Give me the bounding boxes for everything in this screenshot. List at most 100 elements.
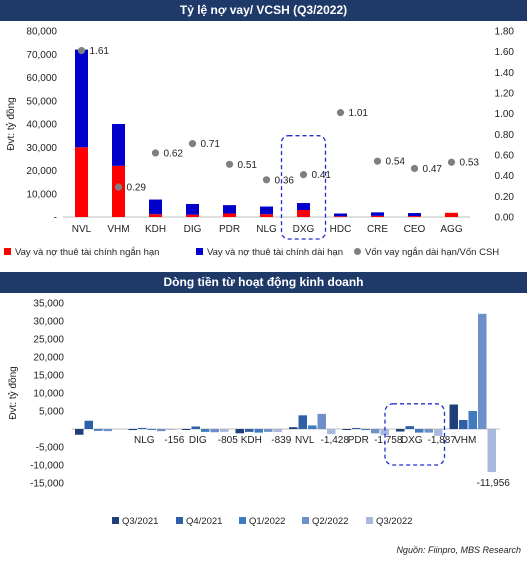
- y-right-tick-label: 0.20: [495, 192, 515, 203]
- bar-q4-2021-kdh: [245, 429, 254, 432]
- bar-q2-2022-pdr: [371, 429, 380, 434]
- bar-q1-2022-nlg: [147, 429, 156, 430]
- bar-q1-2022-pdr: [361, 429, 370, 431]
- y-axis-label: Đvt: tỷ đồng: [7, 366, 19, 419]
- ratio-dot-nvl: [77, 47, 86, 55]
- bar-q3-2022-dxg: [434, 429, 443, 436]
- bar-q3-2021-dxg: [396, 429, 405, 432]
- bar-short-term-agg: [445, 212, 458, 217]
- ratio-data-label: 0.53: [460, 158, 480, 169]
- source-note: Nguồn: Fiinpro, MBS Research: [396, 545, 521, 555]
- q3-2022-data-label: -156: [164, 435, 184, 446]
- legend-label: Q2/2022: [312, 516, 348, 527]
- legend-marker-0: [112, 517, 119, 524]
- bar-q1-2022-nvl: [94, 429, 103, 431]
- q3-2022-data-label: -1,887: [428, 435, 457, 446]
- ratio-dot-kdh: [151, 149, 160, 157]
- y-right-tick-label: 1.80: [495, 27, 515, 38]
- bar-q3-2022-dig: [220, 429, 229, 432]
- y-right-tick-label: 0.00: [495, 213, 515, 224]
- ratio-data-label: 0.36: [275, 175, 295, 186]
- y-right-tick-label: 0.80: [495, 130, 515, 141]
- y-left-tick-label: 10,000: [26, 189, 57, 200]
- legend-marker-0: [4, 248, 11, 255]
- legend-label: Q3/2021: [122, 516, 158, 527]
- legend-marker-1: [176, 517, 183, 524]
- bar-q3-2022-nlg: [166, 429, 175, 430]
- bar-q3-2021-nlg: [128, 429, 137, 431]
- chart1-debt-ratio: - 10,000 20,000 30,000 40,000 50,000 60,000 70,…: [4, 27, 515, 258]
- bar-long-term-vhm: [112, 124, 125, 166]
- x-tick-label: DXG: [401, 435, 423, 446]
- bar-long-term-hdc: [334, 213, 347, 217]
- bar-q4-2021-vhm: [459, 420, 468, 429]
- bar-short-term-kdh: [149, 214, 162, 217]
- ratio-data-label: 0.51: [238, 160, 258, 171]
- bar-q3-2022-nvl: [327, 429, 336, 435]
- y-right-tick-label: 1.00: [495, 109, 515, 120]
- legend-label: Q3/2022: [376, 516, 412, 527]
- ratio-data-label: 1.61: [90, 46, 110, 57]
- bar-q1-2022-kdh: [254, 429, 263, 433]
- ratio-dot-cre: [373, 157, 382, 165]
- ratio-data-label: 0.71: [201, 139, 221, 150]
- bar-q3-2021-nvl: [289, 427, 298, 429]
- x-tick-label: DIG: [184, 224, 202, 235]
- y-tick-label: 15,000: [33, 371, 64, 382]
- bar-short-term-nvl: [75, 147, 88, 217]
- legend-marker-3: [302, 517, 309, 524]
- q3-2022-data-label: -1,758: [374, 435, 403, 446]
- y-left-tick-label: 40,000: [26, 120, 57, 131]
- ratio-data-label: 0.62: [164, 148, 184, 159]
- bar-q3-2021-pdr: [342, 429, 351, 430]
- y-tick-label: 10,000: [33, 389, 64, 400]
- ratio-data-label: 0.47: [423, 164, 443, 175]
- x-tick-label: AGG: [440, 224, 462, 235]
- bar-q3-2021-nvl: [75, 429, 84, 435]
- y-tick-label: -10,000: [30, 461, 64, 472]
- bar-q2-2022-dxg: [424, 429, 433, 433]
- bar-q4-2021-nlg: [138, 427, 147, 429]
- bar-q2-2022-dig: [210, 429, 219, 433]
- bar-q3-2021-vhm: [449, 404, 458, 429]
- bar-long-term-ceo: [408, 213, 421, 217]
- bar-long-term-pdr: [223, 205, 236, 214]
- y-left-tick-label: 30,000: [26, 143, 57, 154]
- y-left-tick-label: 80,000: [26, 27, 57, 38]
- y-tick-label: 20,000: [33, 353, 64, 364]
- ratio-dot-dxg: [299, 171, 308, 179]
- highlight-box-dxg: [280, 135, 327, 240]
- bar-long-term-nvl: [75, 49, 88, 148]
- legend-label: Vốn vay ngắn dài hạn/Vốn CSH: [365, 247, 499, 258]
- ratio-dot-agg: [447, 158, 456, 166]
- y-right-tick-label: 1.60: [495, 47, 515, 58]
- chart1-title: Tỷ lệ nợ vay/ VCSH (Q3/2022): [0, 0, 527, 21]
- legend-marker-4: [366, 517, 373, 524]
- x-tick-label: PDR: [219, 224, 240, 235]
- x-tick-label: NLG: [256, 224, 277, 235]
- ratio-dot-nlg: [262, 176, 271, 184]
- bar-short-term-dxg: [297, 210, 310, 217]
- bar-short-term-ceo: [408, 216, 421, 217]
- bar-q3-2022-kdh: [273, 429, 282, 433]
- ratio-dot-vhm: [114, 183, 123, 191]
- y-tick-label: 25,000: [33, 335, 64, 346]
- ratio-dot-hdc: [336, 109, 345, 117]
- bar-long-term-dig: [186, 203, 199, 215]
- x-tick-label: KDH: [241, 435, 262, 446]
- bar-q3-2021-dig: [182, 429, 191, 430]
- bar-q1-2022-vhm: [468, 411, 477, 429]
- legend-label: Vay và nợ thuê tài chính dài hạn: [207, 247, 343, 258]
- y-right-tick-label: 1.20: [495, 89, 515, 100]
- bar-q2-2022-kdh: [264, 429, 273, 432]
- bar-q3-2022-pdr: [380, 429, 389, 436]
- legend-marker-2: [239, 517, 246, 524]
- ratio-dot-dig: [188, 140, 197, 148]
- x-tick-label: VHM: [107, 224, 129, 235]
- legend-label: Vay và nợ thuê tài chính ngắn hạn: [15, 247, 159, 258]
- bar-long-term-kdh: [149, 199, 162, 215]
- bar-q4-2021-dig: [191, 426, 200, 429]
- y-left-tick-label: -: [54, 213, 57, 224]
- y-left-tick-label: 50,000: [26, 96, 57, 107]
- x-tick-label: VHM: [454, 435, 476, 446]
